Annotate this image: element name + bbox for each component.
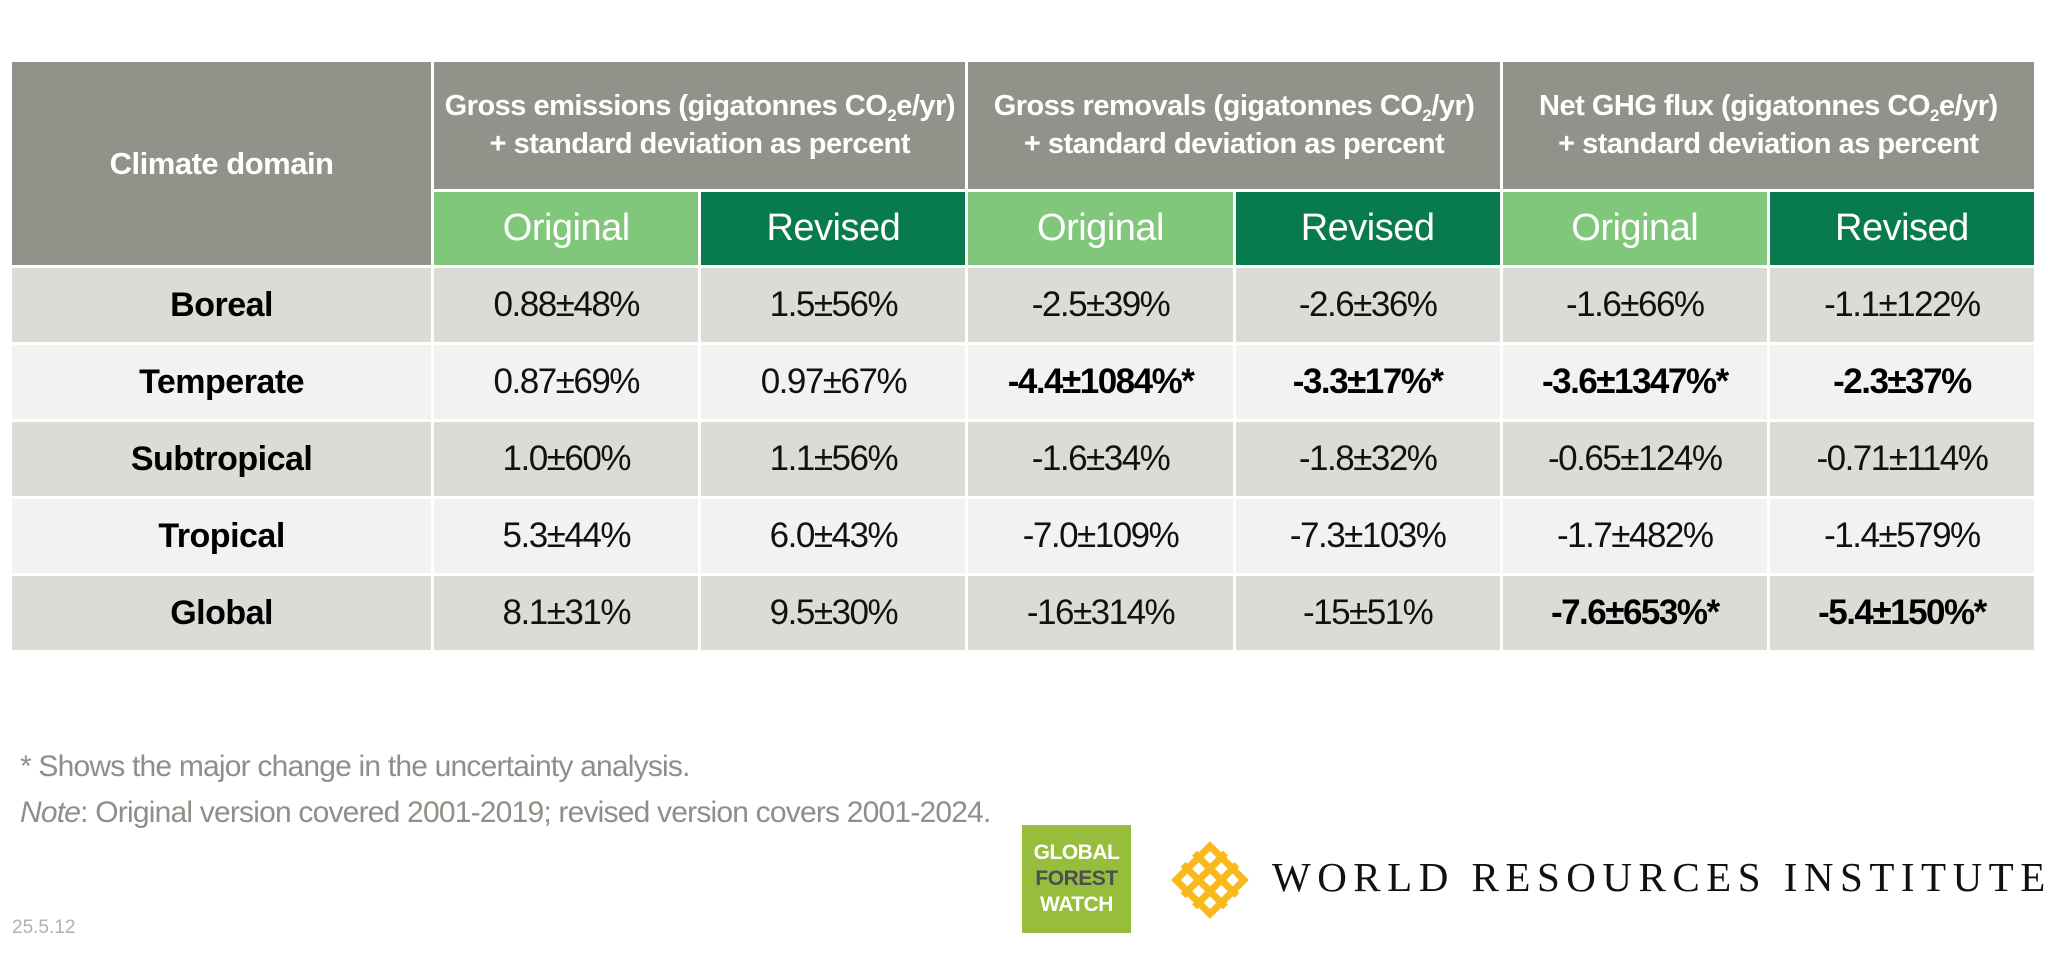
header-text: e/yr): [1938, 90, 1998, 123]
subscript: 2: [887, 106, 897, 126]
emissions-original-cell: 5.3±44%: [434, 499, 699, 573]
header-text: e/yr): [896, 90, 956, 123]
removals-original-cell: -7.0±109%: [968, 499, 1233, 573]
emissions-revised-cell: 9.5±30%: [701, 576, 966, 650]
domain-cell: Tropical: [12, 499, 432, 573]
net-flux-revised-cell: -0.71±114%: [1769, 422, 2034, 496]
table-row: Temperate 0.87±69% 0.97±67% -4.4±1084%* -3.3…: [12, 345, 2034, 419]
removals-original-cell: -1.6±34%: [968, 422, 1233, 496]
table-row: Tropical 5.3±44% 6.0±43% -7.0±109% -7.3±103%…: [12, 499, 2034, 573]
table-row: Boreal 0.88±48% 1.5±56% -2.5±39% -2.6±36% -1.…: [12, 268, 2034, 342]
asterisk-footnote: * Shows the major change in the uncertai…: [20, 750, 690, 783]
table-body: Boreal 0.88±48% 1.5±56% -2.5±39% -2.6±36% -1.…: [12, 268, 2034, 650]
emissions-revised-cell: 0.97±67%: [701, 345, 966, 419]
gross-emissions-header: Gross emissions (gigatonnes CO2e/yr) + s…: [434, 62, 966, 189]
net-ghg-flux-header: Net GHG flux (gigatonnes CO2e/yr) + stan…: [1502, 62, 2034, 189]
removals-original-cell: -2.5±39%: [968, 268, 1233, 342]
header-text: Gross emissions (gigatonnes CO: [444, 90, 888, 123]
removals-revised-cell: -3.3±17%*: [1235, 345, 1500, 419]
domain-cell: Subtropical: [12, 422, 432, 496]
knot-frame: [1171, 841, 1249, 919]
net-flux-original-cell: -1.7±482%: [1502, 499, 1767, 573]
version-label: 25.5.12: [12, 917, 76, 938]
emissions-original-cell: 0.87±69%: [434, 345, 699, 419]
domain-cell: Boreal: [12, 268, 432, 342]
footnotes: * Shows the major change in the uncertai…: [20, 744, 991, 836]
emissions-revised-cell: 1.5±56%: [701, 268, 966, 342]
knot-strand: [1191, 861, 1240, 910]
net-flux-revised-cell: -1.1±122%: [1769, 268, 2034, 342]
knot-strand: [1180, 850, 1229, 899]
domain-cell: Global: [12, 576, 432, 650]
emissions-revised-cell: 6.0±43%: [701, 499, 966, 573]
global-forest-watch-logo: GLOBAL FOREST WATCH: [1022, 825, 1131, 933]
note-text: : Original version covered 2001-2019; re…: [80, 796, 991, 829]
net-flux-revised-cell: -5.4±150%*: [1769, 576, 2034, 650]
net-flux-original-header: Original: [1502, 191, 1767, 265]
header-text: + standard deviation as percent: [489, 128, 911, 161]
net-flux-original-cell: -7.6±653%*: [1502, 576, 1767, 650]
removals-revised-cell: -15±51%: [1235, 576, 1500, 650]
emissions-original-cell: 0.88±48%: [434, 268, 699, 342]
removals-original-cell: -16±314%: [968, 576, 1233, 650]
table-row: Subtropical 1.0±60% 1.1±56% -1.6±34% -1.8±32…: [12, 422, 2034, 496]
net-flux-revised-cell: -1.4±579%: [1769, 499, 2034, 573]
uncertainty-table: Climate domain Gross emissions (gigatonn…: [9, 59, 2037, 653]
header-text: + standard deviation as percent: [1558, 128, 1979, 161]
table-row: Global 8.1±31% 9.5±30% -16±314% -15±51% -7.6±…: [12, 576, 2034, 650]
removals-revised-cell: -1.8±32%: [1235, 422, 1500, 496]
note-label: Note: [20, 796, 81, 829]
knot-strand: [1180, 861, 1229, 910]
emissions-original-header: Original: [434, 191, 699, 265]
emissions-revised-header: Revised: [701, 191, 966, 265]
gfw-logo-line: GLOBAL: [1033, 841, 1120, 864]
net-flux-revised-cell: -2.3±37%: [1769, 345, 2034, 419]
net-flux-original-cell: -3.6±1347%*: [1502, 345, 1767, 419]
emissions-original-cell: 8.1±31%: [434, 576, 699, 650]
emissions-original-cell: 1.0±60%: [434, 422, 699, 496]
removals-revised-header: Revised: [1235, 191, 1500, 265]
emissions-revised-cell: 1.1±56%: [701, 422, 966, 496]
gross-removals-header: Gross removals (gigatonnes CO2/yr) + sta…: [968, 62, 1500, 189]
removals-revised-cell: -2.6±36%: [1235, 268, 1500, 342]
domain-cell: Temperate: [12, 345, 432, 419]
subscript: 2: [1422, 106, 1432, 126]
header-text: Gross removals (gigatonnes CO: [993, 90, 1423, 123]
net-flux-original-cell: -1.6±66%: [1502, 268, 1767, 342]
removals-original-cell: -4.4±1084%*: [968, 345, 1233, 419]
net-flux-original-cell: -0.65±124%: [1502, 422, 1767, 496]
header-text: Net GHG flux (gigatonnes CO: [1539, 90, 1930, 123]
header-text: /yr): [1431, 90, 1475, 123]
gfw-logo-line: FOREST: [1035, 867, 1118, 890]
net-flux-revised-header: Revised: [1769, 191, 2034, 265]
removals-original-header: Original: [968, 191, 1233, 265]
note-footnote: Note: Original version covered 2001-2019…: [20, 790, 991, 836]
gfw-logo-line: WATCH: [1040, 893, 1113, 916]
header-text: + standard deviation as percent: [1023, 128, 1445, 161]
climate-domain-header: Climate domain: [12, 62, 432, 265]
knot-strand: [1191, 850, 1240, 899]
subscript: 2: [1929, 106, 1939, 126]
wri-logo-text: WORLD RESOURCES INSTITUTE: [1272, 854, 2048, 900]
wri-knot-icon: [1171, 841, 1249, 919]
removals-revised-cell: -7.3±103%: [1235, 499, 1500, 573]
